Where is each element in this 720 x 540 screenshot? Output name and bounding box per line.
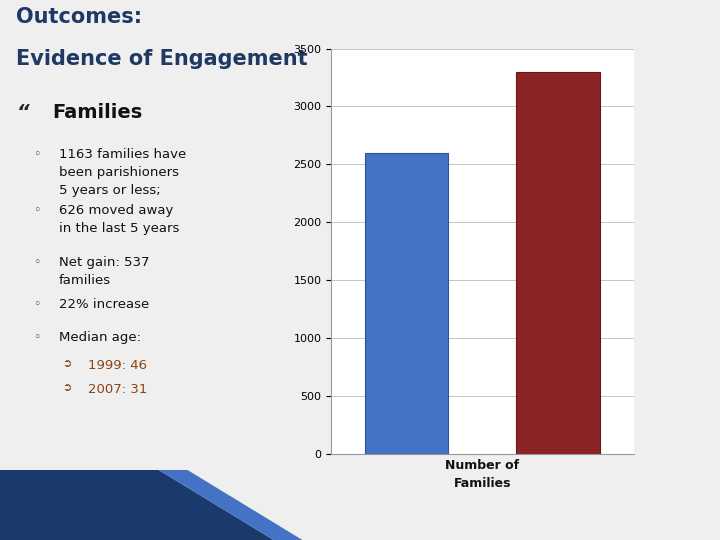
Bar [516, 72, 600, 454]
Text: ◦: ◦ [33, 331, 40, 344]
Text: ◦: ◦ [33, 256, 40, 269]
Text: “: “ [17, 103, 29, 123]
Text: 22% increase: 22% increase [59, 298, 149, 312]
Text: ➲: ➲ [62, 383, 71, 393]
Text: 1163 families have
been parishioners
5 years or less;: 1163 families have been parishioners 5 y… [59, 148, 186, 197]
Bar [365, 153, 449, 454]
Text: 2007: 31: 2007: 31 [89, 383, 148, 396]
Text: Evidence of Engagement: Evidence of Engagement [17, 49, 308, 69]
Text: ◦: ◦ [33, 204, 40, 218]
Text: Net gain: 537
families: Net gain: 537 families [59, 256, 150, 287]
Text: ◦: ◦ [33, 298, 40, 312]
Text: 626 moved away
in the last 5 years: 626 moved away in the last 5 years [59, 204, 179, 235]
Polygon shape [0, 470, 274, 540]
Text: Families: Families [53, 103, 143, 123]
Text: Outcomes:: Outcomes: [17, 7, 143, 27]
Text: ◦: ◦ [33, 148, 40, 161]
Text: Median age:: Median age: [59, 331, 141, 344]
Text: ➲: ➲ [62, 360, 71, 369]
Polygon shape [158, 470, 302, 540]
X-axis label: Number of
Families: Number of Families [446, 459, 519, 490]
Text: 1999: 46: 1999: 46 [89, 360, 148, 373]
